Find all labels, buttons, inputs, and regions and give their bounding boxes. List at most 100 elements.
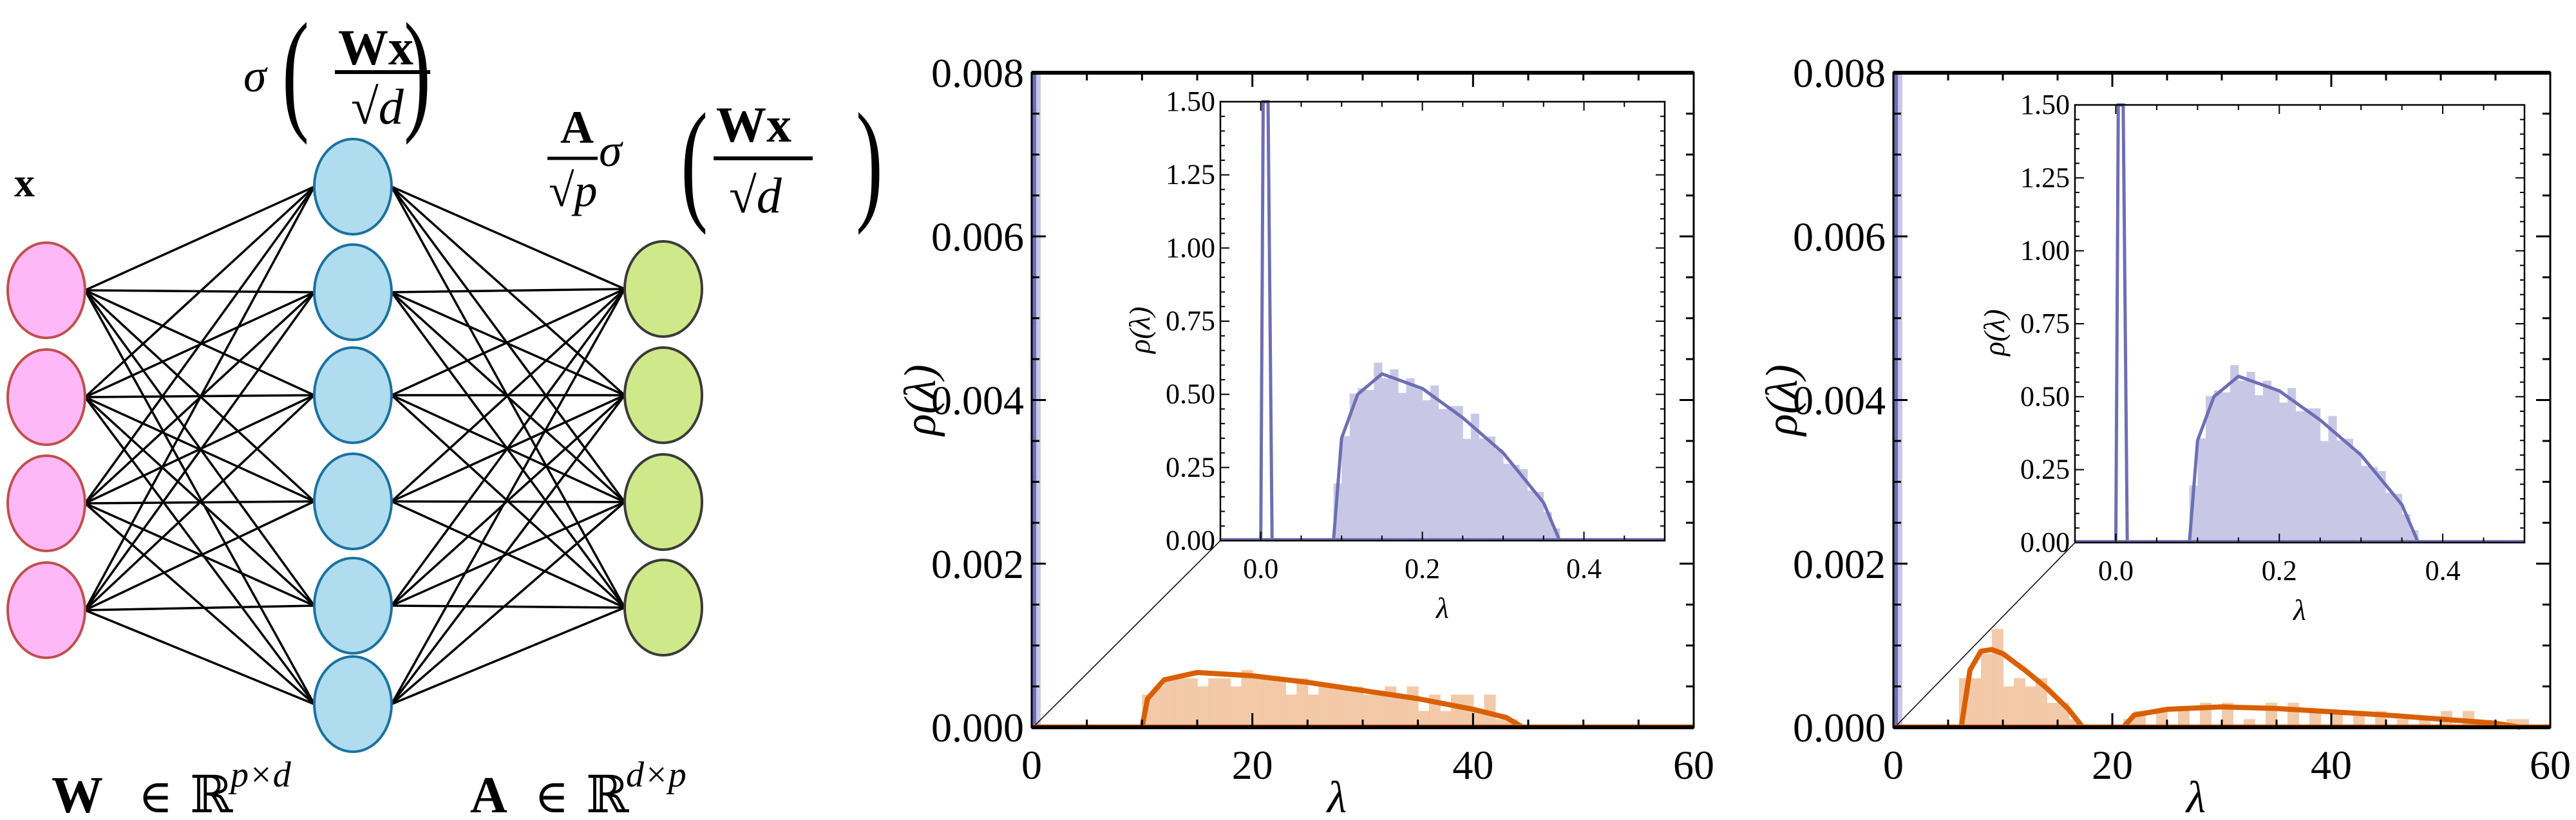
inset-plot: 0.0 0.2 0.4 0.00 0.25 0.50 0.75 1.00 1.25 1.50 λ ρ(… xyxy=(1123,86,1666,624)
connection-edge xyxy=(84,289,315,396)
inset-histogram-bar xyxy=(1341,436,1350,541)
inset-histogram-bar xyxy=(2262,380,2272,543)
hidden-neuron xyxy=(313,138,393,236)
inset-histogram-bar xyxy=(2385,492,2394,543)
histogram-bar xyxy=(1296,678,1309,727)
histogram-bar xyxy=(1462,694,1474,727)
inset-histogram-bar xyxy=(2287,387,2297,543)
inset-histogram-bar xyxy=(2295,411,2304,543)
histogram-bar xyxy=(2003,686,2014,727)
inset-histogram-bar xyxy=(1495,449,1504,541)
connection-edge xyxy=(390,394,626,607)
connection-edge xyxy=(390,291,626,609)
connection-edge xyxy=(391,604,625,609)
inset-histogram-bar xyxy=(1381,378,1390,541)
hidden-neuron xyxy=(313,557,393,655)
x-tick-label: 0 xyxy=(1021,742,1042,788)
inset-x-tick-label: 0.0 xyxy=(2098,555,2134,586)
connection-edge xyxy=(390,501,626,705)
inset-y-tick-label: 1.00 xyxy=(2020,235,2070,266)
output-sigma: σ xyxy=(599,125,623,176)
inset-x-tick-label: 0.2 xyxy=(1405,553,1440,584)
inset-x-tick-label: 0.0 xyxy=(1243,553,1278,584)
input-neuron xyxy=(6,454,86,552)
inset-histogram-bar xyxy=(2246,371,2255,543)
inset-histogram-bar xyxy=(1487,436,1496,541)
hidden-neuron xyxy=(313,346,393,444)
connection-edge xyxy=(390,288,626,503)
inset-histogram-bar xyxy=(1511,465,1520,541)
output-right-paren: ) xyxy=(856,86,883,236)
inset-histogram-bar xyxy=(1479,438,1488,541)
x-axis-label: λ xyxy=(1326,773,1347,820)
inset-histogram-bar xyxy=(2304,408,2313,543)
connection-edge xyxy=(390,288,626,705)
inset-histogram-bar xyxy=(2353,451,2362,543)
inset-histogram-bar xyxy=(2361,465,2370,543)
histogram-bar xyxy=(1219,678,1231,727)
histogram-bar xyxy=(1175,678,1187,727)
inset-histogram-bar xyxy=(1365,389,1374,541)
inset-x-axis-label: λ xyxy=(2292,593,2306,626)
y-tick-label: 0.002 xyxy=(1793,541,1886,587)
output-left-paren: ( xyxy=(681,86,708,236)
histogram-bar xyxy=(1351,686,1363,727)
x-tick-label: 40 xyxy=(2311,742,2352,788)
connection-edge xyxy=(84,396,316,705)
histogram-bar xyxy=(1252,678,1264,727)
histogram-bar xyxy=(1329,686,1341,727)
histogram-bar xyxy=(2025,686,2036,727)
connection-edge xyxy=(84,502,315,607)
inset-histogram-bar xyxy=(1406,378,1415,541)
reals-symbol: ℝ xyxy=(190,767,234,820)
inset-histogram-bar xyxy=(1374,362,1383,541)
histogram-bar xyxy=(1285,694,1298,727)
inset-histogram-bar xyxy=(1349,393,1358,541)
inset-histogram-bar xyxy=(1470,413,1479,541)
histogram-bar xyxy=(1153,686,1165,727)
hidden-neuron xyxy=(313,452,393,550)
inset-y-tick-label: 0.50 xyxy=(1166,378,1215,410)
element-of-symbol: ∈ xyxy=(535,771,569,820)
histogram-bar xyxy=(1406,686,1419,727)
input-label: x xyxy=(14,160,35,205)
W-matrix-label: W ∈ ℝ p×d xyxy=(52,755,292,820)
inset-y-tick-label: 0.50 xyxy=(2020,380,2070,412)
x-axis-label: λ xyxy=(2185,773,2206,820)
input-neuron xyxy=(6,348,86,446)
histogram-bar xyxy=(2156,711,2168,727)
inset-histogram-bar xyxy=(1527,490,1536,541)
connection-edge xyxy=(390,288,626,607)
y-axis-label: ρ(λ) xyxy=(1757,364,1807,437)
connection-edge xyxy=(391,291,625,396)
hidden-layer-label: σ ( Wx √d ) xyxy=(243,0,431,145)
connection-edge xyxy=(391,501,625,607)
inset-y-tick-label: 0.25 xyxy=(1166,451,1215,483)
inset-y-tick-label: 1.50 xyxy=(2020,89,2070,120)
hidden-numerator: Wx xyxy=(338,19,413,75)
y-tick-label: 0.006 xyxy=(931,214,1024,259)
left-paren: ( xyxy=(282,0,309,145)
histogram-bar xyxy=(1992,629,2003,727)
y-tick-label: 0.000 xyxy=(931,705,1024,750)
output-neuron xyxy=(623,453,703,551)
inset-plot: 0.0 0.2 0.4 0.00 0.25 0.50 0.75 1.00 1.25 1.50 λ ρ(… xyxy=(1978,89,2526,626)
histogram-bar xyxy=(1417,711,1430,727)
theory-curve xyxy=(1958,647,2085,729)
connection-edge xyxy=(391,606,625,705)
inset-y-axis-label: ρ(λ) xyxy=(1978,309,2011,357)
connection-edge xyxy=(84,394,316,611)
inset-histogram-bar xyxy=(2238,380,2248,543)
y-axis-label: ρ(λ) xyxy=(896,364,945,437)
histogram-bar xyxy=(1208,678,1220,727)
y-tick-label: 0.006 xyxy=(1793,214,1886,259)
output-neuron xyxy=(623,240,703,338)
histogram-bar xyxy=(1197,686,1209,727)
inset-y-tick-label: 1.00 xyxy=(1166,232,1215,263)
inset-y-tick-label: 1.25 xyxy=(1166,159,1215,191)
histogram-bar xyxy=(1263,678,1275,727)
inset-histogram-bar xyxy=(2255,395,2264,543)
output-layer-label: A √p σ ( Wx √d ) xyxy=(547,86,883,236)
histogram-bar xyxy=(2036,678,2047,727)
